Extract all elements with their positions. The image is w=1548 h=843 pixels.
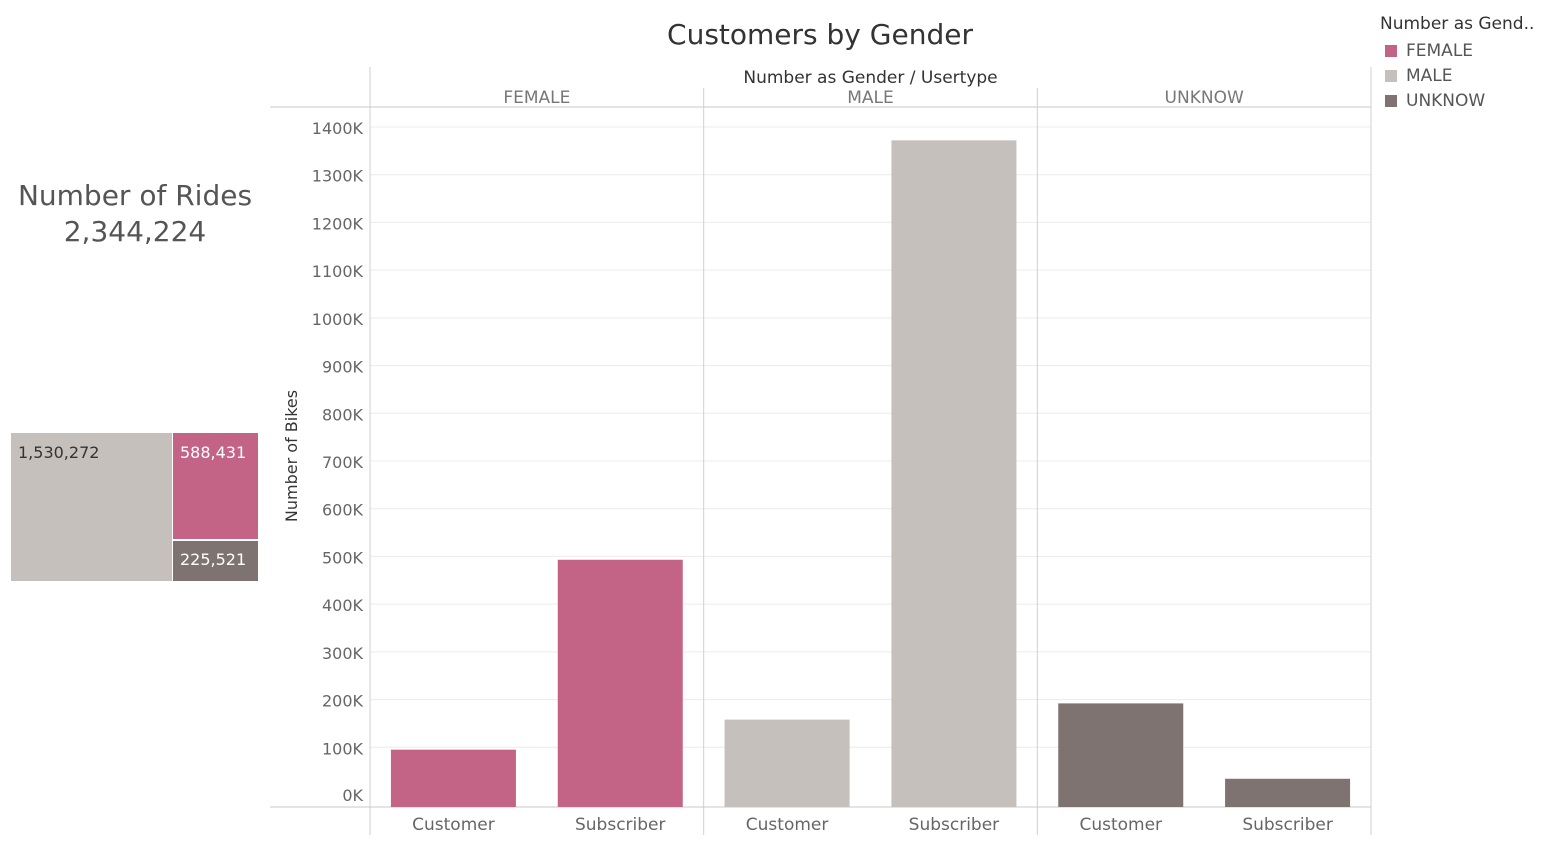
y-tick-label: 800K [322, 405, 364, 424]
legend-swatch-unknow [1385, 94, 1397, 107]
legend-label-male: MALE [1406, 65, 1453, 86]
kpi-label: Number of Rides [17, 179, 253, 212]
x-tick-label: Customer [412, 815, 495, 835]
y-tick-label: 900K [322, 358, 364, 377]
group-header-unknow: UNKNOW [1165, 88, 1244, 108]
x-tick-label: Customer [746, 815, 829, 835]
treemap-male-value: 1,530,272 [18, 443, 100, 462]
y-tick-label: 300K [322, 644, 364, 663]
x-tick-label: Subscriber [909, 815, 1000, 835]
y-tick-label: 500K [322, 548, 364, 567]
treemap-female-value: 588,431 [180, 443, 247, 462]
legend-swatch-female [1385, 44, 1397, 57]
y-tick-label: 200K [322, 692, 364, 711]
bar-female-customer [390, 749, 516, 807]
bar-unknow-customer [1058, 703, 1184, 807]
y-tick-label: 700K [322, 453, 364, 472]
legend-item-female[interactable]: FEMALE [1380, 38, 1540, 63]
group-header-male: MALE [847, 88, 894, 108]
treemap-female[interactable]: 588,431 [173, 433, 258, 539]
y-tick-label: 1300K [312, 167, 364, 186]
y-axis-label: Number of Bikes [282, 390, 301, 522]
group-header-female: FEMALE [503, 88, 570, 108]
bar-unknow-subscriber [1225, 778, 1351, 807]
y-tick-label: 1200K [312, 214, 364, 233]
legend: Number as Gend.. FEMALE MALE UNKNOW [1380, 14, 1540, 113]
treemap-unknow[interactable]: 225,521 [173, 541, 258, 581]
x-tick-label: Subscriber [1242, 815, 1333, 835]
chart-title: Customers by Gender [667, 18, 973, 51]
kpi-value: 2,344,224 [63, 215, 207, 248]
legend-item-unknow[interactable]: UNKNOW [1380, 88, 1540, 113]
x-tick-label: Subscriber [575, 815, 666, 835]
y-tick-label: 1400K [312, 119, 364, 138]
bar-female-subscriber [557, 559, 683, 807]
x-tick-label: Customer [1079, 815, 1162, 835]
legend-label-unknow: UNKNOW [1406, 90, 1486, 111]
legend-title: Number as Gend.. [1380, 14, 1535, 34]
bar-male-customer [724, 719, 850, 807]
y-tick-label: 0K [342, 786, 363, 805]
y-tick-label: 400K [322, 596, 364, 615]
legend-item-male[interactable]: MALE [1380, 63, 1540, 88]
gender-treemap: 1,530,272 588,431 225,521 [11, 433, 258, 581]
treemap-male[interactable]: 1,530,272 [11, 433, 172, 581]
column-header: Number as Gender / Usertype [743, 68, 997, 88]
y-tick-label: 1100K [312, 262, 364, 281]
y-tick-label: 100K [322, 739, 364, 758]
bar-male-subscriber [891, 140, 1017, 808]
legend-swatch-male [1385, 69, 1397, 82]
kpi-panel: Number of Rides 2,344,224 [0, 178, 270, 250]
treemap-unknow-value: 225,521 [180, 550, 247, 569]
y-tick-label: 600K [322, 501, 364, 520]
y-tick-label: 1000K [312, 310, 364, 329]
legend-label-female: FEMALE [1406, 40, 1474, 61]
